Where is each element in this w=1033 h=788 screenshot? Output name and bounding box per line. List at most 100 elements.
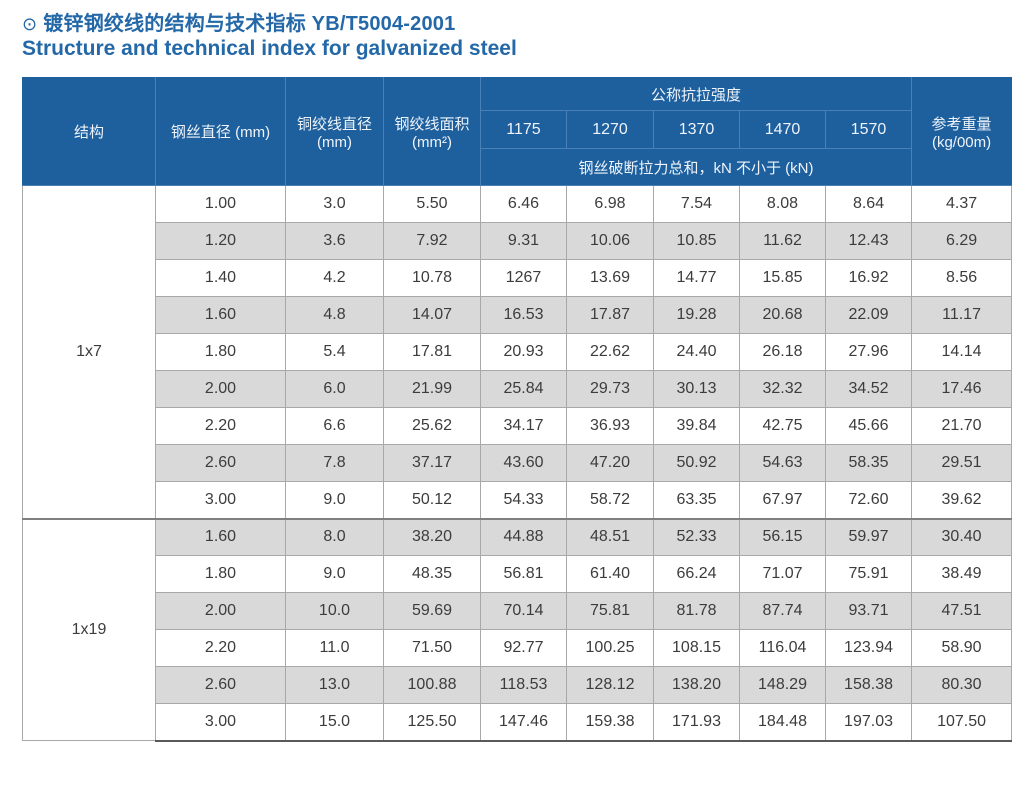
table-row: 1x19 1.60 8.0 38.20 44.88 48.51 52.33 56.15 59.9… <box>22 517 1013 741</box>
cell: 1.00 <box>155 185 286 223</box>
cell: 107.50 <box>911 703 1013 742</box>
cell: 66.24 <box>653 555 740 593</box>
cell: 1267 <box>480 259 567 297</box>
cell: 45.66 <box>824 407 913 445</box>
table-row: 2.20 11.0 71.50 92.77 100.25 108.15 116.04 123.… <box>23 629 1013 667</box>
cell: 43.60 <box>480 444 567 482</box>
cell: 72.60 <box>824 481 913 519</box>
cell: 8.64 <box>824 185 913 223</box>
cell: 87.74 <box>739 592 826 630</box>
header-strand-diameter-line1: 铜绞线直径 <box>296 115 372 133</box>
cell: 59.69 <box>383 592 481 630</box>
cell: 1.60 <box>155 296 286 334</box>
cell: 63.35 <box>653 481 740 519</box>
cell: 17.87 <box>566 296 654 334</box>
cell: 21.99 <box>383 370 481 408</box>
header-strand-area: 钢绞线面积 (mm²) <box>383 77 481 186</box>
cell: 30.40 <box>911 517 1013 556</box>
cell: 7.54 <box>653 185 740 223</box>
table-body: 1x7 1.00 3.0 5.50 6.46 6.98 7.54 8.08 8.64 4.37 1.… <box>22 185 1013 742</box>
table-row: 1.40 4.2 10.78 1267 13.69 14.77 15.85 16.92 8.56 <box>23 259 1013 297</box>
cell: 71.07 <box>739 555 826 593</box>
header-tensile-group: 公称抗拉强度 <box>479 77 913 111</box>
cell: 22.62 <box>566 333 654 371</box>
cell: 52.33 <box>653 517 740 556</box>
cell: 17.46 <box>911 370 1013 408</box>
cell: 9.31 <box>480 222 567 260</box>
cell: 58.72 <box>566 481 654 519</box>
cell: 138.20 <box>653 666 740 704</box>
cell: 48.51 <box>566 517 654 556</box>
cell: 1.20 <box>155 222 286 260</box>
header-structure: 结构 <box>22 77 156 186</box>
cell: 158.38 <box>824 666 913 704</box>
cell: 123.94 <box>824 629 913 667</box>
cell: 39.62 <box>911 481 1013 519</box>
cell: 47.51 <box>911 592 1013 630</box>
cell: 38.20 <box>383 517 481 556</box>
table-row: 2.00 6.0 21.99 25.84 29.73 30.13 32.32 34.52 17.… <box>23 370 1013 408</box>
cell: 25.84 <box>480 370 567 408</box>
cell: 1.80 <box>155 555 286 593</box>
table-row: 2.00 10.0 59.69 70.14 75.81 81.78 87.74 93.71 47… <box>23 592 1013 630</box>
cell: 5.50 <box>383 185 481 223</box>
cell: 1.40 <box>155 259 286 297</box>
cell: 44.88 <box>480 517 567 556</box>
table-row: 1.80 9.0 48.35 56.81 61.40 66.24 71.07 75.91 38.… <box>23 555 1013 593</box>
table-row: 3.00 15.0 125.50 147.46 159.38 171.93 184.48 19… <box>23 703 1013 742</box>
cell: 171.93 <box>653 703 740 742</box>
cell: 56.15 <box>739 517 826 556</box>
cell: 2.20 <box>155 629 286 667</box>
cell: 6.0 <box>285 370 384 408</box>
cell: 21.70 <box>911 407 1013 445</box>
cell: 61.40 <box>566 555 654 593</box>
cell: 9.0 <box>285 481 384 519</box>
header-ref-weight-line2: (kg/00m) <box>931 133 992 151</box>
cell: 159.38 <box>566 703 654 742</box>
cell: 26.18 <box>739 333 826 371</box>
structure-label: 1x7 <box>22 185 156 519</box>
cell: 9.0 <box>285 555 384 593</box>
cell: 2.20 <box>155 407 286 445</box>
cell: 93.71 <box>824 592 913 630</box>
structure-label: 1x19 <box>22 517 156 741</box>
cell: 75.81 <box>566 592 654 630</box>
cell: 47.20 <box>566 444 654 482</box>
cell: 14.14 <box>911 333 1013 371</box>
cell: 17.81 <box>383 333 481 371</box>
cell: 81.78 <box>653 592 740 630</box>
table-row: 1.20 3.6 7.92 9.31 10.06 10.85 11.62 12.43 6.29 <box>23 222 1013 260</box>
cell: 39.84 <box>653 407 740 445</box>
cell: 10.78 <box>383 259 481 297</box>
spec-table: 结构 钢丝直径 (mm) 铜绞线直径 (mm) 钢绞线面积 (mm²) 公称抗拉… <box>22 77 1013 742</box>
cell: 148.29 <box>739 666 826 704</box>
cell: 2.00 <box>155 592 286 630</box>
page-title-en: Structure and technical index for galvan… <box>22 37 517 61</box>
cell: 13.0 <box>285 666 384 704</box>
cell: 34.17 <box>480 407 567 445</box>
cell: 56.81 <box>480 555 567 593</box>
cell: 3.0 <box>285 185 384 223</box>
cell: 16.53 <box>480 296 567 334</box>
cell: 6.46 <box>480 185 567 223</box>
cell: 59.97 <box>824 517 913 556</box>
cell: 116.04 <box>739 629 826 667</box>
cell: 2.60 <box>155 666 286 704</box>
header-row-top: 结构 钢丝直径 (mm) 铜绞线直径 (mm) 钢绞线面积 (mm²) 公称抗拉… <box>22 77 1013 186</box>
cell: 6.6 <box>285 407 384 445</box>
cell: 10.06 <box>566 222 654 260</box>
header-grade-1470: 1470 <box>739 110 826 149</box>
cell: 184.48 <box>739 703 826 742</box>
cell: 3.00 <box>155 703 286 742</box>
cell: 4.2 <box>285 259 384 297</box>
table-row: 2.60 7.8 37.17 43.60 47.20 50.92 54.63 58.35 29.… <box>23 444 1013 482</box>
cell: 11.62 <box>739 222 826 260</box>
cell: 3.00 <box>155 481 286 519</box>
cell: 14.07 <box>383 296 481 334</box>
cell: 7.92 <box>383 222 481 260</box>
cell: 29.73 <box>566 370 654 408</box>
table-row: 2.20 6.6 25.62 34.17 36.93 39.84 42.75 45.66 21.… <box>23 407 1013 445</box>
cell: 50.12 <box>383 481 481 519</box>
cell: 197.03 <box>824 703 913 742</box>
page-title-zh: ⊙ 镀锌钢绞线的结构与技术指标 YB/T5004-2001 <box>22 12 1011 36</box>
